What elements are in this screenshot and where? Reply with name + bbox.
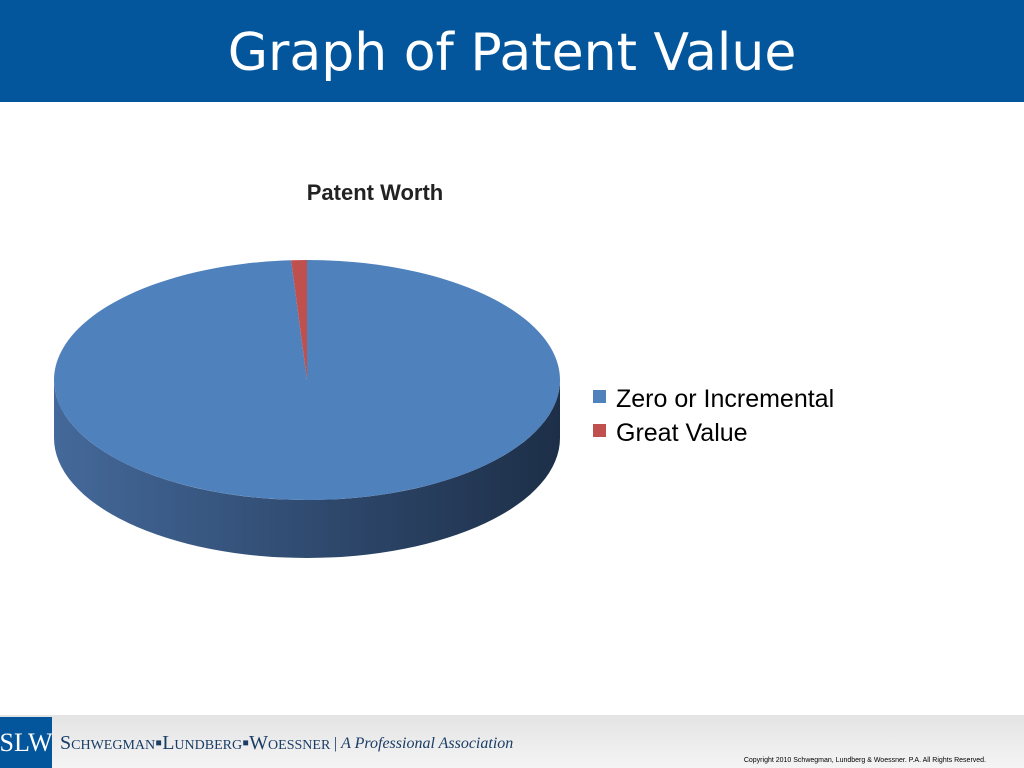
legend-swatch (593, 424, 606, 437)
pie (53, 260, 560, 558)
pie-side (54, 380, 560, 558)
pie-slice (53, 260, 560, 501)
pie-slice (291, 260, 307, 380)
footer-bar (0, 715, 1024, 768)
tagline: | A Professional Association (333, 735, 513, 752)
chart-title: Patent Worth (307, 180, 443, 205)
logo: SLW (0, 728, 53, 757)
title-bar (0, 0, 1024, 102)
legend-label: Zero or Incremental (616, 385, 834, 413)
legend-label: Great Value (616, 419, 748, 447)
slide-title: Graph of Patent Value (228, 23, 797, 83)
legend-swatch (593, 390, 606, 403)
legend: Zero or Incremental Great Value (593, 385, 834, 447)
copyright: Copyright 2010 Schwegman, Lundberg & Woe… (744, 757, 986, 764)
brand: Schwegman▪Lundberg▪Woessner (60, 732, 331, 754)
logo-box (0, 717, 52, 768)
